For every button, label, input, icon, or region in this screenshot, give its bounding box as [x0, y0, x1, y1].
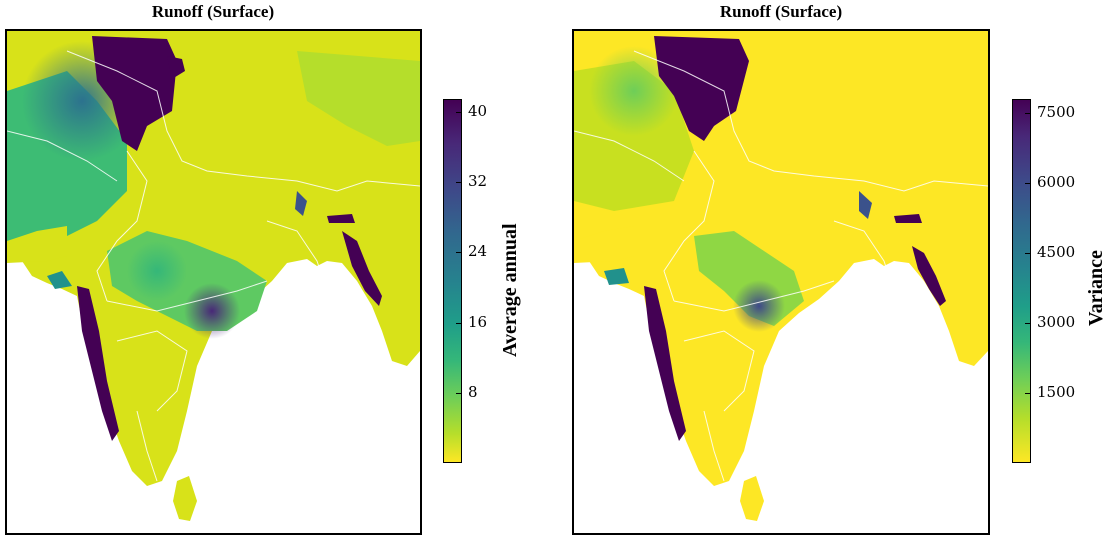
colorbar-tick-label: 40 [468, 102, 488, 120]
panel-title-right: Runoff (Surface) [719, 2, 843, 21]
colorbar-tick-label: 7500 [1037, 103, 1076, 121]
colorbar-tick-label: 4500 [1037, 243, 1076, 261]
colorbar-tick-mark [456, 323, 461, 324]
colorbar-tick-mark [1025, 253, 1030, 254]
colorbar-tick-mark [1025, 113, 1030, 114]
boundaries-right [574, 50, 988, 482]
boundaries-left [7, 50, 420, 482]
panel-title-left: Runoff (Surface) [151, 2, 275, 21]
colorbar-tick-mark [456, 393, 461, 394]
colorbar-tick-label: 32 [468, 172, 488, 190]
land-right [574, 31, 988, 521]
colorbar-tick-label: 6000 [1037, 173, 1076, 191]
map-right [572, 29, 990, 535]
colorbar-tick-label: 16 [468, 313, 488, 331]
colorbar-tick-label: 8 [468, 383, 478, 401]
map-left [5, 29, 422, 535]
colorbar-label-right: Variance [1085, 250, 1107, 326]
colorbar-tick-mark [456, 112, 461, 113]
land-left [7, 31, 420, 521]
colorbar-tick-label: 24 [468, 242, 488, 260]
colorbar-tick-mark [1025, 183, 1030, 184]
colorbar-tick-mark [1025, 323, 1030, 324]
colorbar-tick-mark [456, 182, 461, 183]
colorbar-tick-label: 3000 [1037, 313, 1076, 331]
colorbar-left [443, 99, 462, 463]
colorbar-label-left: Average annual [499, 223, 521, 357]
heatmap-left [7, 31, 420, 521]
colorbar-tick-mark [456, 252, 461, 253]
colorbar-tick-label: 1500 [1037, 383, 1076, 401]
colorbar-tick-mark [1025, 393, 1030, 394]
colorbar-right [1012, 99, 1031, 463]
heatmap-right [574, 31, 988, 521]
